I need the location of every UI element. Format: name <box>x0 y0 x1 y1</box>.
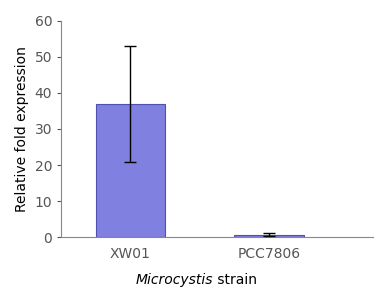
Text: strain: strain <box>213 273 257 287</box>
Bar <box>96 104 165 238</box>
Text: Microcystis: Microcystis <box>136 273 213 287</box>
Bar <box>234 235 304 238</box>
Y-axis label: Relative fold expression: Relative fold expression <box>15 46 29 212</box>
